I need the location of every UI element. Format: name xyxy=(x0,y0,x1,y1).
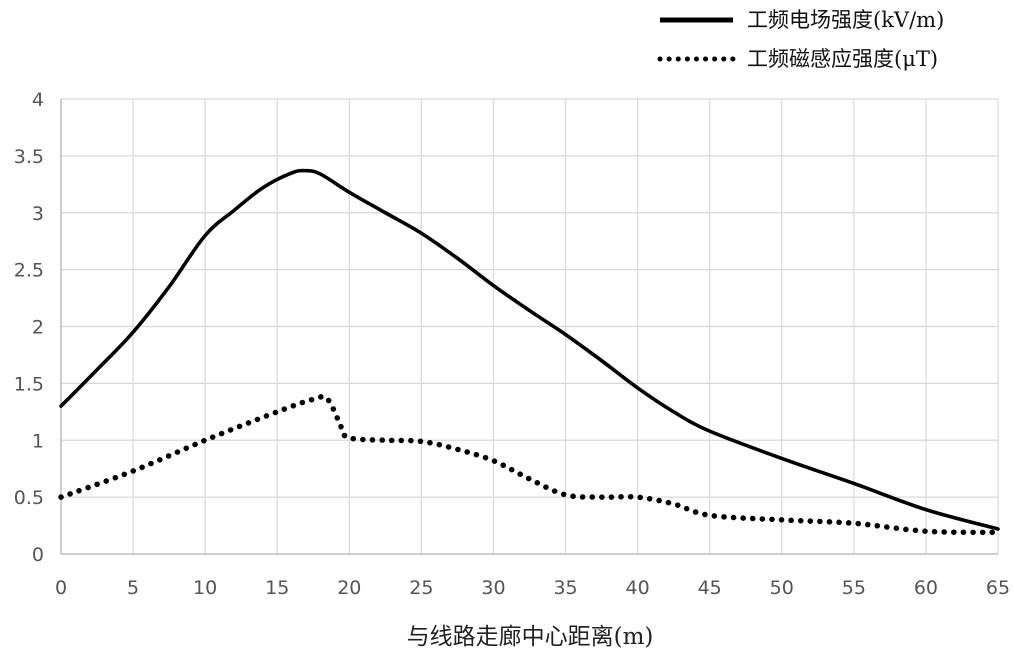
legend-label-electric-field: 工频电场强度(kV/m) xyxy=(747,8,944,32)
y-tick-label: 1 xyxy=(32,430,44,452)
y-tick-label: 0 xyxy=(32,544,44,566)
x-tick-label: 60 xyxy=(914,577,938,599)
x-axis-title: 与线路走廊中心距离(m) xyxy=(407,624,654,650)
y-tick-label: 3.5 xyxy=(14,146,44,168)
x-tick-label: 45 xyxy=(698,577,722,599)
x-tick-label: 0 xyxy=(55,577,67,599)
legend: 工频电场强度(kV/m) 工频磁感应强度(μT) xyxy=(657,8,944,71)
x-tick-label: 40 xyxy=(626,577,650,599)
x-tick-label: 5 xyxy=(127,577,139,599)
y-tick-label: 4 xyxy=(32,89,44,111)
x-tick-label: 65 xyxy=(986,577,1010,599)
x-tick-label: 50 xyxy=(770,577,794,599)
x-tick-label: 20 xyxy=(337,577,361,599)
y-tick-label: 0.5 xyxy=(14,487,44,509)
series-lines xyxy=(58,168,1001,536)
x-tick-label: 15 xyxy=(265,577,289,599)
y-tick-label: 2.5 xyxy=(14,260,44,282)
axes xyxy=(60,99,998,555)
series-line-electric-field xyxy=(59,168,1000,531)
y-tick-label: 3 xyxy=(32,203,44,225)
x-tick-label: 35 xyxy=(553,577,577,599)
tick-labels: 0 5 10 15 20 25 30 35 40 45 50 55 60 65 0 0.5 1 1.5 2 2.5 3 3… xyxy=(14,89,1010,599)
x-tick-label: 30 xyxy=(481,577,505,599)
x-tick-label: 55 xyxy=(842,577,866,599)
y-tick-label: 1.5 xyxy=(14,373,44,395)
x-tick-label: 25 xyxy=(409,577,433,599)
legend-label-magnetic-induction: 工频磁感应强度(μT) xyxy=(747,47,938,71)
gridlines xyxy=(60,98,999,555)
series-line-magnetic-induction xyxy=(58,393,1001,536)
y-tick-label: 2 xyxy=(32,317,44,339)
x-tick-label: 10 xyxy=(193,577,217,599)
